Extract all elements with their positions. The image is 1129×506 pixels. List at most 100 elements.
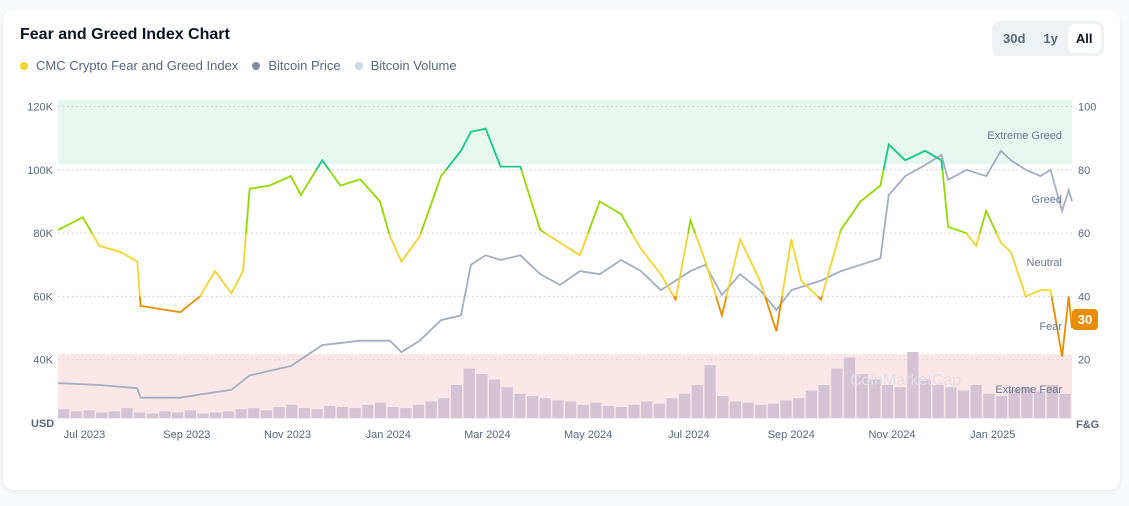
volume-bar [387, 407, 399, 418]
right-axis-tick: 80 [1078, 165, 1090, 177]
volume-bar [1059, 393, 1071, 418]
left-axis-tick: 100K [27, 165, 53, 177]
volume-bar [831, 368, 843, 418]
volume-bar [755, 404, 767, 418]
right-axis-unit: F&G [1076, 419, 1099, 431]
legend-label: Bitcoin Price [268, 58, 341, 73]
volume-bar [260, 410, 272, 418]
legend-label: CMC Crypto Fear and Greed Index [36, 58, 239, 73]
x-axis-tick: Jul 2024 [668, 429, 710, 441]
volume-bar [590, 402, 602, 418]
legend-dot-icon [252, 61, 261, 70]
volume-bar [742, 402, 754, 418]
volume-bar [374, 402, 387, 418]
current-value: 30 [1078, 312, 1092, 327]
volume-bar [336, 407, 349, 418]
legend: CMC Crypto Fear and Greed Index Bitcoin … [20, 58, 457, 73]
volume-bar [488, 379, 501, 418]
volume-bar [286, 404, 298, 418]
volume-bar [552, 400, 564, 418]
volume-bar [425, 401, 437, 418]
x-axis-tick: Jan 2025 [970, 429, 1015, 441]
legend-item-volume[interactable]: Bitcoin Volume [354, 58, 457, 73]
volume-bar [400, 408, 412, 418]
volume-bar [121, 408, 133, 418]
volume-bar [450, 385, 463, 418]
left-axis-tick: 40K [33, 355, 53, 367]
volume-bar [210, 412, 222, 418]
volume-bar [235, 409, 247, 418]
legend-item-fear-greed[interactable]: CMC Crypto Fear and Greed Index [20, 58, 238, 73]
volume-bar [412, 404, 425, 418]
left-axis-unit: USD [31, 418, 54, 430]
volume-bar [463, 368, 475, 418]
bitcoin-price-line [57, 149, 1073, 399]
volume-bar [565, 401, 577, 418]
volume-bar [362, 404, 374, 418]
volume-bar [172, 412, 184, 418]
volume-bar [577, 404, 589, 418]
volume-bar [146, 413, 158, 418]
volume-bar [539, 398, 551, 418]
volume-bar [514, 393, 526, 418]
volume-bar [843, 357, 856, 418]
volume-bar [1021, 387, 1033, 418]
x-axis-tick: Jul 2023 [64, 429, 106, 441]
volume-bar [58, 409, 70, 418]
volume-bar [184, 410, 196, 418]
right-axis-tick: 100 [1078, 102, 1096, 114]
volume-bar [476, 374, 488, 418]
x-axis-tick: Jan 2024 [366, 429, 411, 441]
volume-bar [805, 390, 817, 418]
watermark: CoinMarketCap [850, 372, 961, 389]
legend-dot-icon [20, 61, 28, 70]
volume-bar [159, 411, 171, 418]
volume-bar [1008, 389, 1020, 418]
volume-bar [767, 403, 779, 418]
x-axis-tick: Sep 2024 [768, 429, 815, 441]
volume-bar [945, 387, 957, 418]
volume-bar [793, 398, 805, 418]
volume-bar [679, 393, 691, 418]
volume-bar [526, 396, 539, 418]
volume-bar [222, 411, 234, 418]
left-axis-tick: 120K [27, 102, 53, 114]
zone-label-greed: Greed [1031, 194, 1062, 206]
volume-bar [932, 385, 944, 418]
chart-title: Fear and Greed Index Chart [20, 26, 230, 43]
left-axis-tick: 60K [33, 291, 53, 303]
volume-bar [869, 379, 881, 418]
left-axis-tick: 80K [33, 228, 53, 240]
volume-bar [653, 403, 665, 418]
volume-bar [1033, 391, 1046, 418]
volume-bar [957, 390, 970, 418]
current-value-badge [1072, 309, 1098, 330]
volume-bar [134, 412, 146, 418]
volume-bar [108, 411, 120, 418]
volume-bar [704, 365, 716, 418]
range-all-button[interactable]: All [1067, 24, 1101, 53]
volume-bar [349, 408, 361, 418]
volume-bar [894, 387, 906, 418]
volume-bar [995, 396, 1008, 418]
zone-label-fear: Fear [1039, 321, 1062, 333]
volume-bar [197, 413, 209, 418]
x-axis-tick: May 2024 [564, 429, 612, 441]
volume-bar [983, 393, 995, 418]
volume-bar [603, 405, 615, 418]
legend-label: Bitcoin Volume [370, 58, 457, 73]
legend-dot-icon [354, 61, 363, 70]
volume-bar [907, 352, 919, 418]
legend-item-price[interactable]: Bitcoin Price [252, 58, 341, 73]
zone-label-extreme-greed: Extreme Greed [987, 130, 1062, 142]
x-axis-tick: Nov 2024 [868, 429, 915, 441]
volume-bar [70, 411, 82, 418]
volume-bar [501, 387, 513, 418]
volume-bar [273, 407, 285, 418]
range-30d-button[interactable]: 30d [1003, 31, 1026, 46]
x-axis-tick: Nov 2023 [264, 429, 311, 441]
range-1y-button[interactable]: 1y [1043, 31, 1058, 46]
volume-bar [615, 407, 627, 418]
fear-greed-line [57, 127, 1073, 357]
